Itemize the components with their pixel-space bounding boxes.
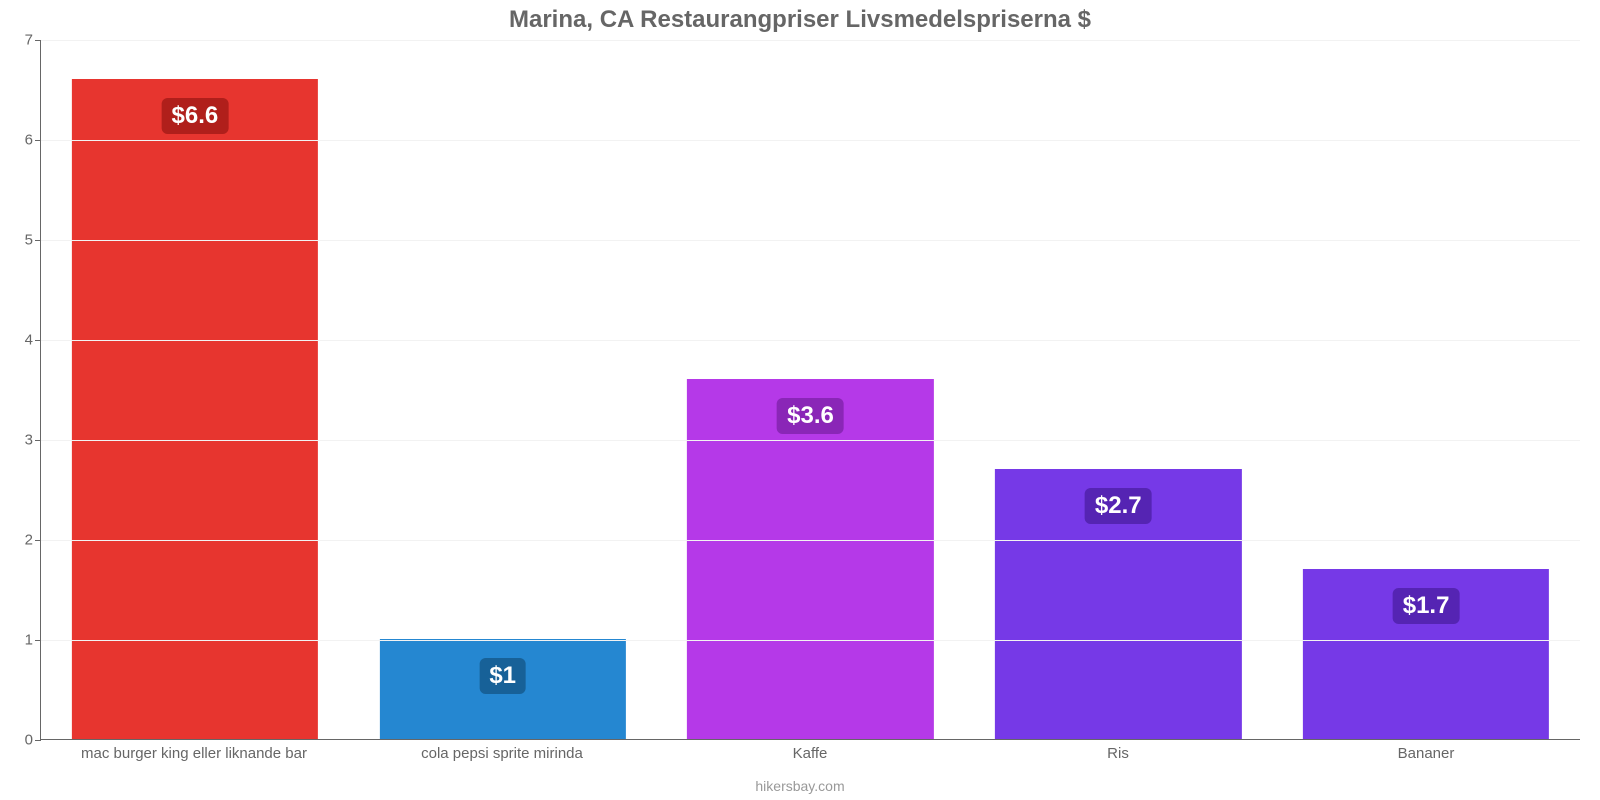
bar-slot: $3.6 bbox=[657, 40, 965, 739]
y-tick-mark bbox=[35, 540, 41, 541]
chart-footer: hikersbay.com bbox=[0, 778, 1600, 794]
bar-chart: Marina, CA Restaurangpriser Livsmedelspr… bbox=[0, 0, 1600, 800]
x-axis-label: Kaffe bbox=[656, 745, 964, 762]
y-tick-mark bbox=[35, 40, 41, 41]
value-badge: $1 bbox=[479, 658, 526, 694]
grid-line bbox=[41, 440, 1580, 441]
y-tick-mark bbox=[35, 640, 41, 641]
grid-line bbox=[41, 40, 1580, 41]
x-axis-labels: mac burger king eller liknande barcola p… bbox=[40, 745, 1580, 762]
bar-slot: $2.7 bbox=[964, 40, 1272, 739]
grid-line bbox=[41, 240, 1580, 241]
bar-slot: $6.6 bbox=[41, 40, 349, 739]
plot-area: $6.6$1$3.6$2.7$1.7 01234567 bbox=[40, 40, 1580, 740]
grid-line bbox=[41, 640, 1580, 641]
y-tick-mark bbox=[35, 340, 41, 341]
y-tick-label: 4 bbox=[25, 332, 33, 349]
value-badge: $2.7 bbox=[1085, 488, 1152, 524]
x-axis-label: mac burger king eller liknande bar bbox=[40, 745, 348, 762]
y-tick-label: 7 bbox=[25, 32, 33, 49]
bars-container: $6.6 $1 $3.6 $2.7 $1.7 bbox=[41, 40, 1580, 739]
y-tick-label: 0 bbox=[25, 732, 33, 749]
y-tick-mark bbox=[35, 440, 41, 441]
bar-slot: $1.7 bbox=[1272, 40, 1580, 739]
grid-line bbox=[41, 540, 1580, 541]
y-tick-label: 6 bbox=[25, 132, 33, 149]
x-axis-label: Bananer bbox=[1272, 745, 1580, 762]
chart-title: Marina, CA Restaurangpriser Livsmedelspr… bbox=[0, 6, 1600, 34]
y-tick-label: 1 bbox=[25, 632, 33, 649]
value-badge: $3.6 bbox=[777, 398, 844, 434]
value-badge: $1.7 bbox=[1393, 588, 1460, 624]
y-tick-mark bbox=[35, 140, 41, 141]
x-axis-label: Ris bbox=[964, 745, 1272, 762]
y-tick-mark bbox=[35, 740, 41, 741]
bar-slot: $1 bbox=[349, 40, 657, 739]
y-tick-label: 5 bbox=[25, 232, 33, 249]
x-axis-label: cola pepsi sprite mirinda bbox=[348, 745, 656, 762]
y-tick-label: 3 bbox=[25, 432, 33, 449]
y-tick-mark bbox=[35, 240, 41, 241]
value-badge: $6.6 bbox=[162, 98, 229, 134]
y-tick-label: 2 bbox=[25, 532, 33, 549]
grid-line bbox=[41, 140, 1580, 141]
grid-line bbox=[41, 340, 1580, 341]
